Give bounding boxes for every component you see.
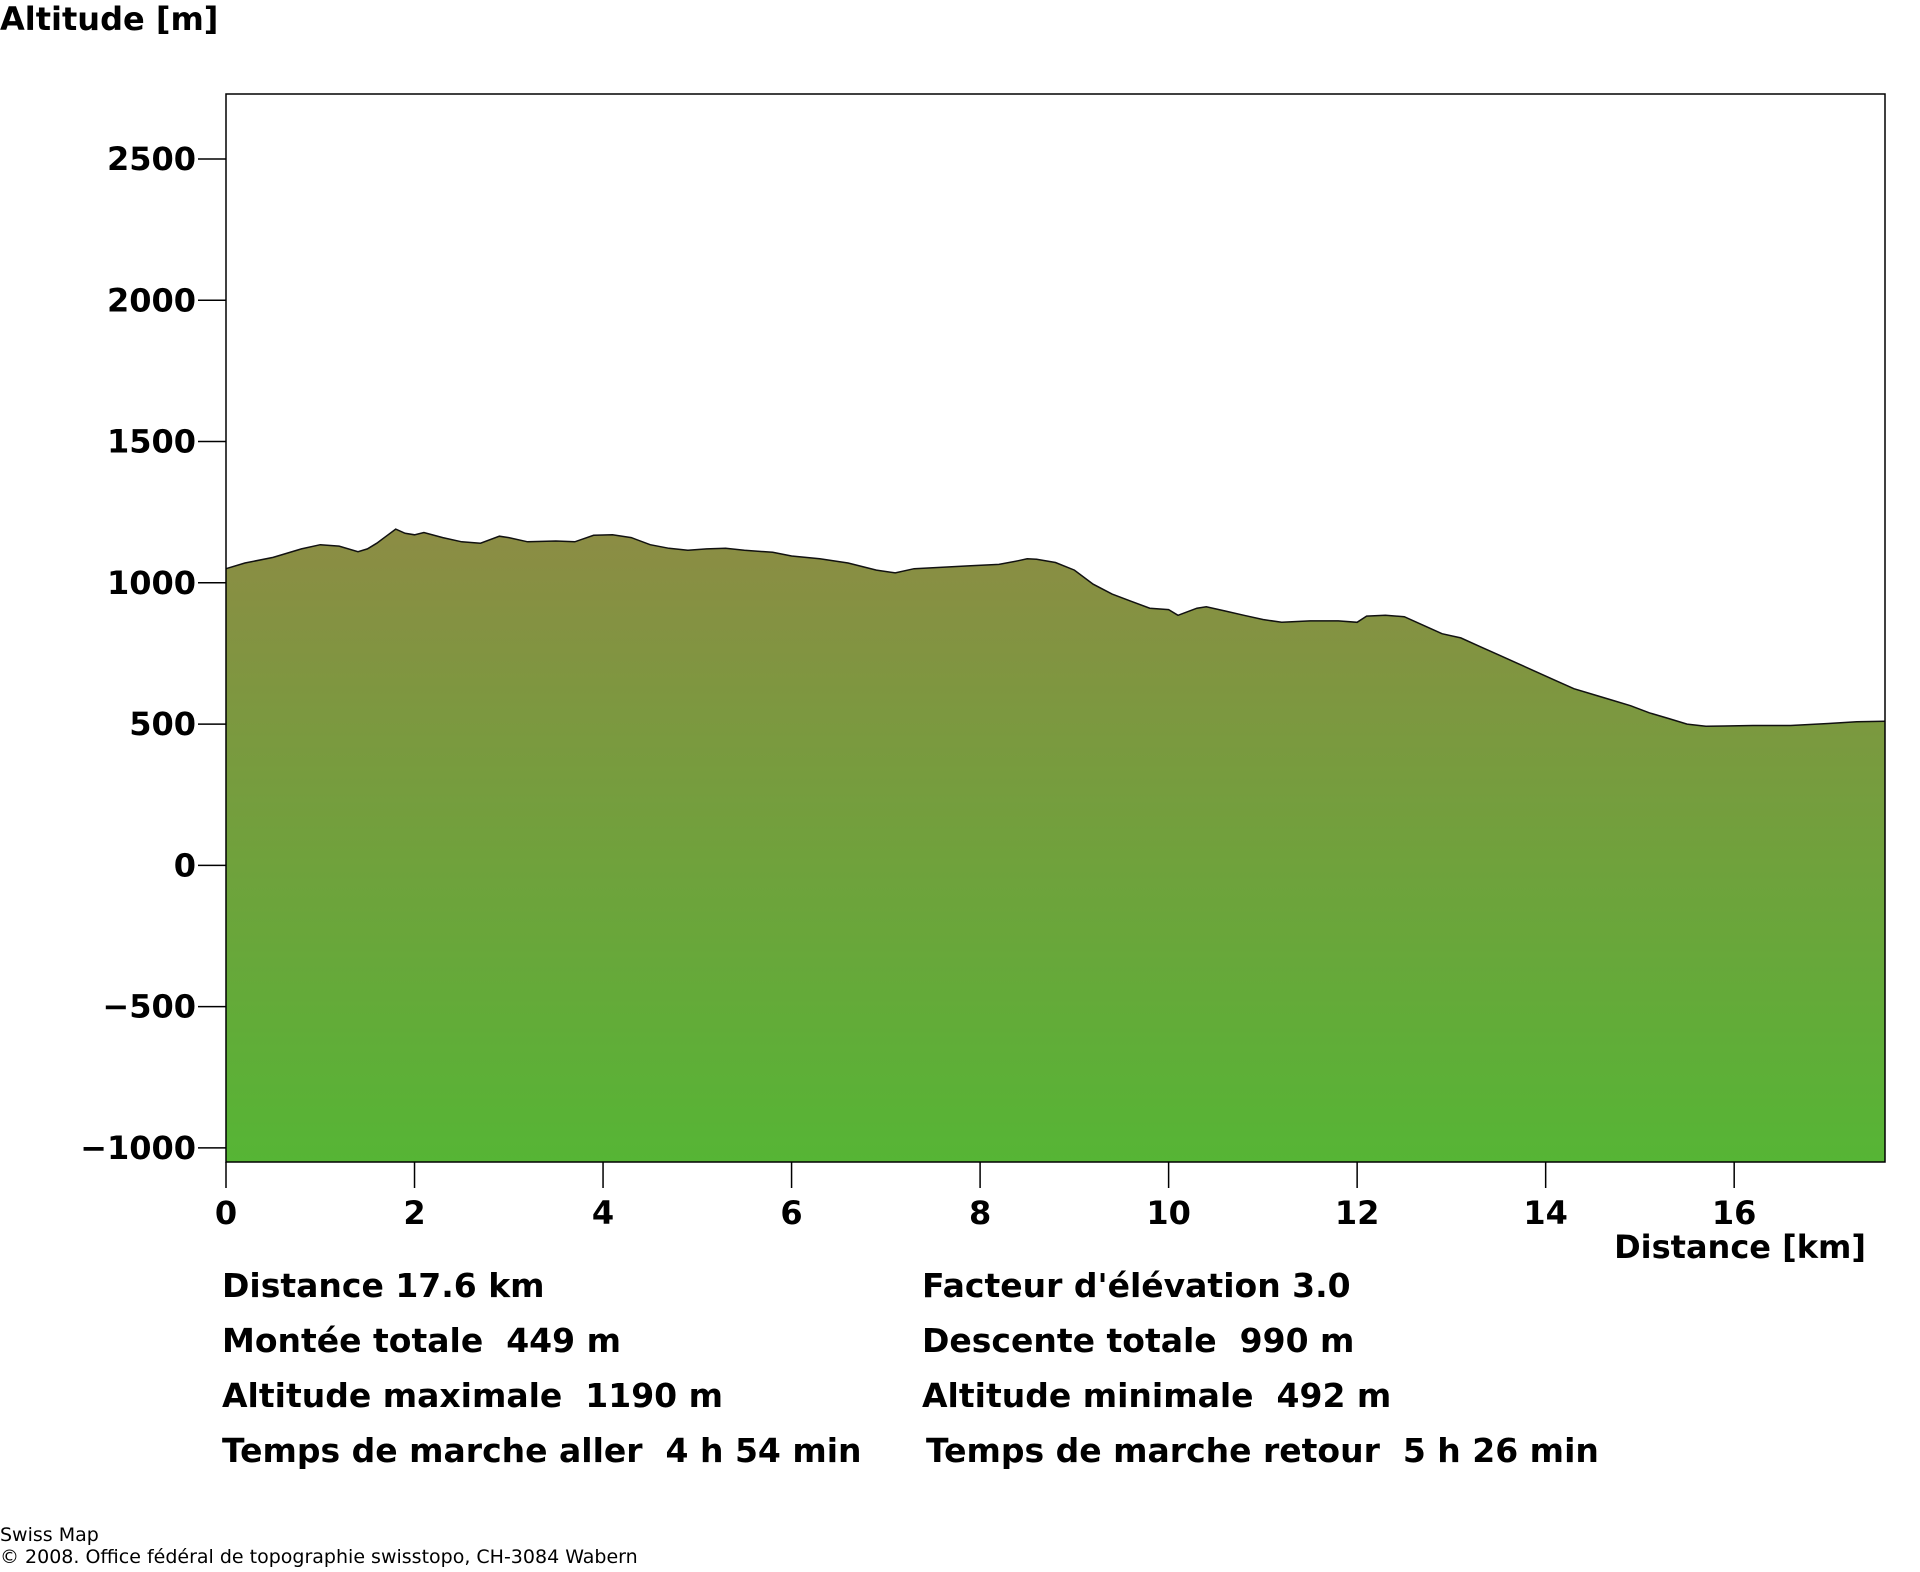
stat-distance: Distance 17.6 km	[222, 1266, 545, 1305]
stat-min-altitude: Altitude minimale 492 m	[922, 1376, 1392, 1415]
y-axis-label: Altitude [m]	[0, 0, 218, 38]
x-tick-label: 8	[969, 1194, 991, 1232]
credit-source: Swiss Map	[0, 1524, 99, 1546]
x-tick-label: 10	[1146, 1194, 1191, 1232]
x-axis-label: Distance [km]	[1614, 1228, 1866, 1266]
y-tick-label: 500	[129, 705, 196, 743]
x-tick-label: 4	[592, 1194, 614, 1232]
x-tick-label: 14	[1523, 1194, 1568, 1232]
stat-total-descent: Descente totale 990 m	[922, 1321, 1355, 1360]
y-tick-label: −1000	[80, 1129, 196, 1167]
x-tick-label: 2	[403, 1194, 425, 1232]
y-tick-label: 2000	[107, 281, 196, 319]
y-tick-label: 1000	[107, 564, 196, 602]
plot-frame	[225, 93, 1886, 1163]
y-axis: −1000 −500 0 500 1000 1500 2000 2500	[80, 140, 226, 1167]
x-tick-label: 6	[780, 1194, 802, 1232]
y-tick-label: 1500	[107, 423, 196, 461]
y-tick-label: 2500	[107, 140, 196, 178]
elevation-profile-chart: Altitude [m] −1000 −500 0 500 1000 1500 2000 25…	[0, 0, 1886, 1266]
plot-area	[225, 528, 1886, 1162]
elevation-area	[226, 529, 1885, 1162]
stat-walk-time-out: Temps de marche aller 4 h 54 min	[222, 1431, 862, 1470]
x-tick-label: 12	[1335, 1194, 1380, 1232]
credit-copyright: © 2008. Office fédéral de topographie sw…	[0, 1546, 638, 1568]
x-axis: 0 2 4 6 8 10 12 14 16	[215, 1162, 1757, 1232]
elevation-profile-line	[225, 528, 1886, 728]
stat-walk-time-return: Temps de marche retour 5 h 26 min	[926, 1431, 1599, 1470]
y-tick-label: 0	[174, 846, 196, 884]
y-tick-label: −500	[102, 988, 196, 1026]
stat-total-ascent: Montée totale 449 m	[222, 1321, 621, 1360]
stat-elevation-factor: Facteur d'élévation 3.0	[922, 1266, 1351, 1305]
x-tick-label: 16	[1712, 1194, 1757, 1232]
stat-max-altitude: Altitude maximale 1190 m	[222, 1376, 723, 1415]
x-tick-label: 0	[215, 1194, 237, 1232]
